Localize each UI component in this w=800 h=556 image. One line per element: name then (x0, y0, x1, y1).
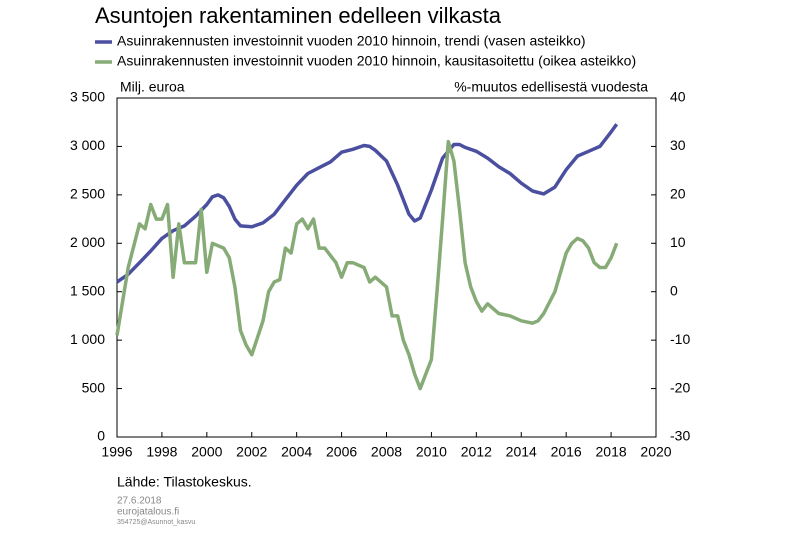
x-tick-label: 2020 (640, 444, 671, 460)
x-tick-label: 1998 (146, 444, 177, 460)
x-tick-label: 2006 (326, 444, 357, 460)
y-tick-label: 500 (82, 379, 106, 395)
y2-tick-label: 30 (670, 137, 686, 153)
y2-tick-label: -20 (670, 379, 690, 395)
y-tick-label: 1 000 (70, 331, 105, 347)
y2-tick-label: 40 (670, 89, 686, 105)
y-tick-label: 3 500 (70, 89, 105, 105)
y-tick-label: 2 000 (70, 234, 105, 250)
x-tick-label: 2004 (281, 444, 312, 460)
series-line (115, 139, 619, 391)
x-tick-label: 2018 (596, 444, 627, 460)
chart-id: 354725@Asunnot_kasvu (117, 519, 195, 526)
y-tick-label: 0 (97, 428, 105, 444)
source: Lähde: Tilastokeskus. (117, 474, 252, 490)
y2-tick-label: 0 (670, 282, 678, 298)
x-tick-label: 2008 (371, 444, 402, 460)
y2-tick-label: 10 (670, 234, 686, 250)
y-tick-label: 3 000 (70, 137, 105, 153)
series-line (116, 123, 619, 284)
legend-label: Asuinrakennusten investoinnit vuoden 201… (117, 33, 586, 49)
chart-title: Asuntojen rakentaminen edelleen vilkasta (95, 3, 502, 28)
x-tick-label: 2012 (461, 444, 492, 460)
site: eurojatalous.fi (117, 507, 179, 518)
y2-tick-label: -30 (670, 428, 690, 444)
date: 27.6.2018 (117, 496, 162, 507)
x-tick-label: 2002 (236, 444, 267, 460)
x-tick-label: 2000 (191, 444, 222, 460)
x-tick-label: 2016 (551, 444, 582, 460)
y-tick-label: 2 500 (70, 186, 105, 202)
x-tick-label: 2014 (506, 444, 537, 460)
legend-label: Asuinrakennusten investoinnit vuoden 201… (117, 53, 636, 69)
x-tick-label: 1996 (101, 444, 132, 460)
x-tick-label: 2010 (416, 444, 447, 460)
y2-tick-label: 20 (670, 186, 686, 202)
y2-axis-label: %-muutos edellisestä vuodesta (454, 79, 648, 95)
y-tick-label: 1 500 (70, 282, 105, 298)
y2-tick-label: -10 (670, 331, 690, 347)
plot-frame (116, 97, 657, 438)
y-axis-label: Milj. euroa (120, 79, 185, 95)
